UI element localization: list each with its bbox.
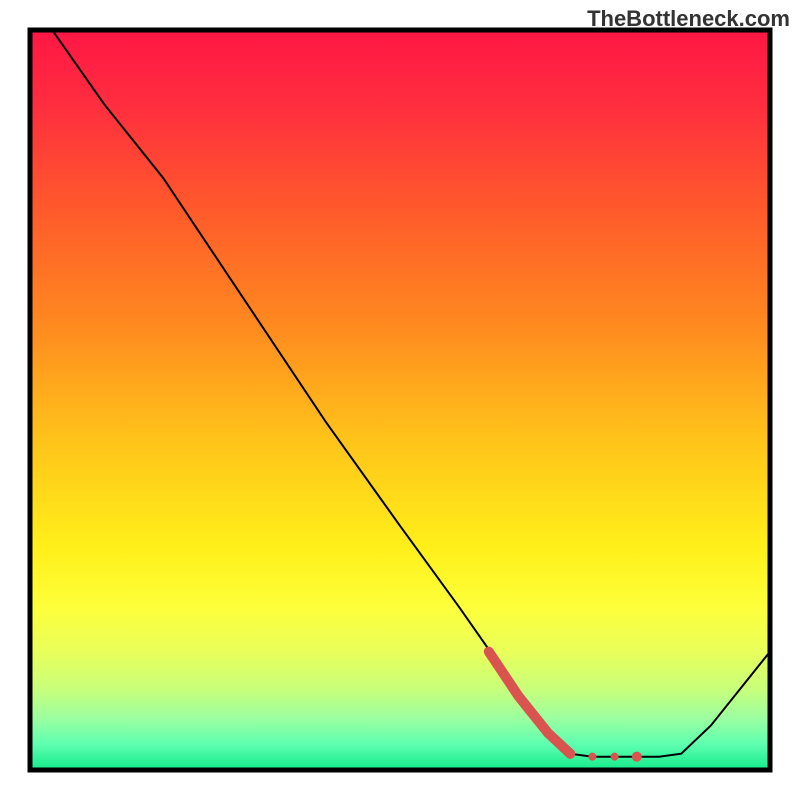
plot-area — [30, 30, 770, 770]
highlight-dot — [565, 749, 575, 759]
chart-container: TheBottleneck.com — [0, 0, 800, 800]
gradient-background — [30, 30, 770, 770]
chart-svg — [0, 0, 800, 800]
watermark-text: TheBottleneck.com — [587, 6, 790, 32]
highlight-dot — [588, 753, 596, 761]
highlight-dot — [632, 752, 642, 762]
highlight-dot — [611, 753, 619, 761]
